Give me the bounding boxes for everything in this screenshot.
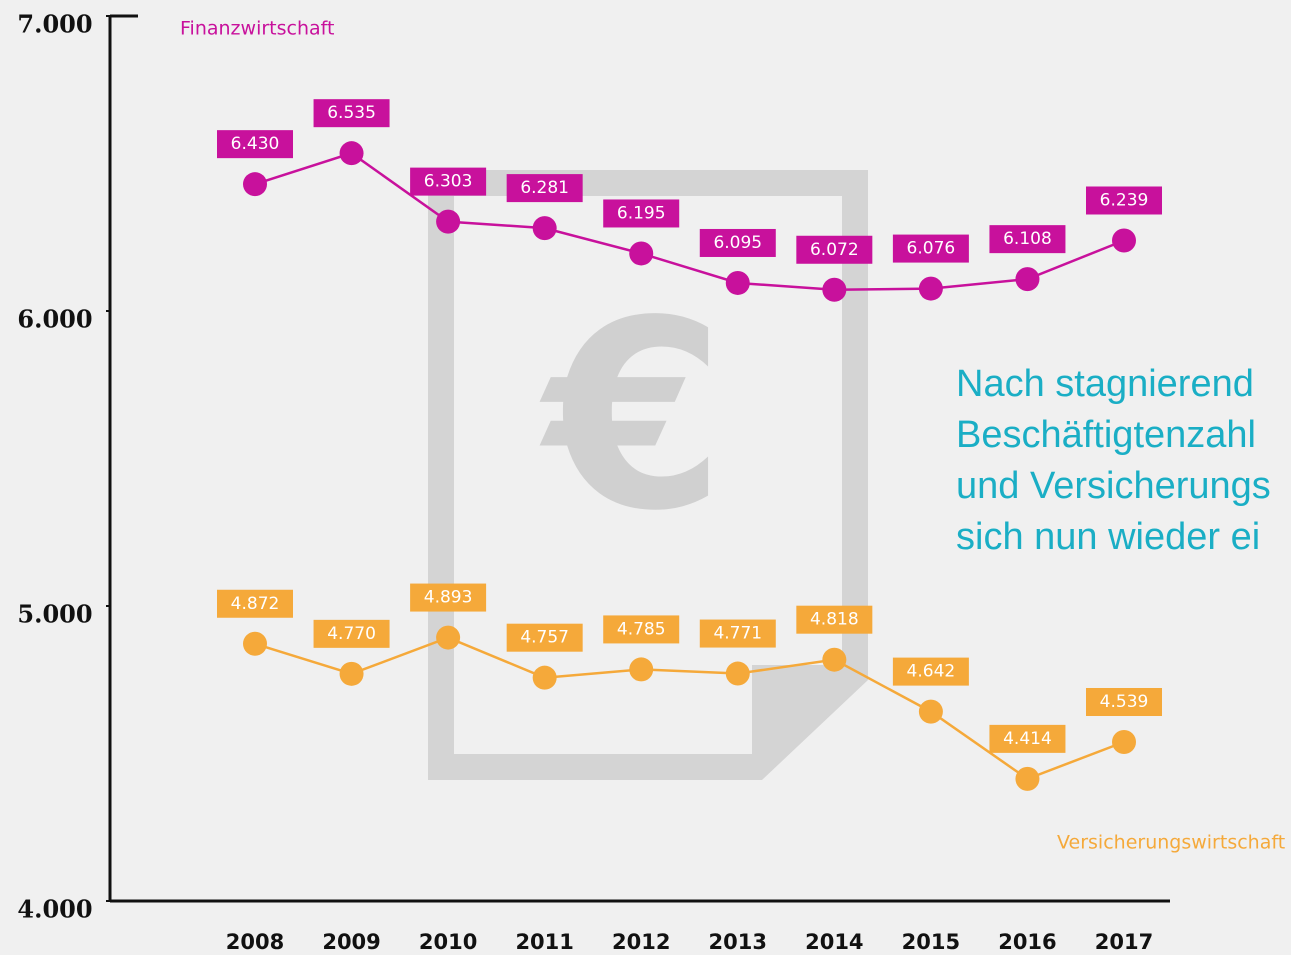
x-tick-label: 2016 <box>998 930 1056 954</box>
y-tick-label: 4.000 <box>17 895 92 924</box>
value-label-box <box>1086 186 1162 215</box>
series-line <box>254 636 1125 781</box>
data-point <box>629 657 654 682</box>
x-tick-label: 2013 <box>709 930 767 954</box>
value-label-box <box>989 724 1066 753</box>
value-label: 6.095 <box>713 233 762 253</box>
value-label-box <box>699 619 776 648</box>
value-label: 6.076 <box>907 239 956 259</box>
y-tick-label: 6.000 <box>17 305 92 334</box>
data-point <box>339 661 364 686</box>
value-label: 6.535 <box>327 103 376 123</box>
value-label-box <box>989 225 1066 254</box>
x-tick-label: 2009 <box>322 930 380 954</box>
value-label-box <box>1086 687 1162 716</box>
x-tick-label: 2011 <box>515 930 573 954</box>
data-point <box>1112 228 1136 253</box>
value-label-box <box>313 99 390 128</box>
value-label: 4.872 <box>231 594 280 614</box>
annotation: Beschäftigtenzahl <box>956 414 1256 456</box>
value-label-box <box>603 199 680 228</box>
value-label-box <box>313 619 390 648</box>
value-label: 6.281 <box>520 178 569 198</box>
value-label: 4.785 <box>617 619 666 639</box>
series-name: Versicherungswirtschaft <box>1057 832 1285 854</box>
data-point <box>532 216 557 241</box>
y-tick-label: 7.000 <box>17 10 92 39</box>
value-label: 4.770 <box>327 624 376 644</box>
value-label: 6.195 <box>617 203 666 223</box>
data-point <box>629 241 654 266</box>
value-label-box <box>796 235 873 264</box>
value-label-box <box>699 228 776 257</box>
x-tick-label: 2014 <box>805 930 863 954</box>
value-label: 4.771 <box>713 624 762 644</box>
value-label-box <box>603 615 680 644</box>
annotation: sich nun wieder ei <box>956 516 1260 558</box>
data-point <box>1015 267 1040 292</box>
data-point <box>822 647 847 672</box>
value-label: 4.757 <box>520 628 569 648</box>
data-point <box>725 270 750 295</box>
data-point <box>1112 729 1136 754</box>
x-tick-label: 2015 <box>902 930 960 954</box>
value-label: 6.108 <box>1003 229 1052 249</box>
value-label-box <box>892 657 969 686</box>
value-label-box <box>410 167 487 196</box>
data-point <box>243 172 267 197</box>
x-tick-label: 2008 <box>226 930 284 954</box>
data-point <box>822 277 847 302</box>
value-label: 6.303 <box>424 172 473 192</box>
value-label-box <box>217 589 293 618</box>
value-label: 4.414 <box>1003 729 1052 749</box>
value-label: 4.539 <box>1100 692 1149 712</box>
value-label: 4.818 <box>810 610 859 630</box>
data-point <box>918 276 943 301</box>
background-icon: € <box>428 170 868 780</box>
y-tick-label: 5.000 <box>17 600 92 629</box>
data-point <box>339 141 364 166</box>
data-point <box>532 665 557 690</box>
annotation: und Versicherungs <box>956 465 1271 507</box>
series-line <box>254 151 1125 292</box>
value-label-box <box>796 605 873 634</box>
series-name: Finanzwirtschaft <box>180 18 334 40</box>
value-label-box <box>410 583 487 612</box>
value-label-box <box>217 130 293 159</box>
svg-text:€: € <box>536 266 725 568</box>
data-point <box>1015 766 1040 791</box>
value-label-box <box>892 234 969 263</box>
x-tick-label: 2012 <box>612 930 670 954</box>
annotation: Nach stagnierend <box>956 363 1254 405</box>
value-label: 6.239 <box>1100 190 1149 210</box>
data-point <box>725 661 750 686</box>
x-tick-label: 2010 <box>419 930 477 954</box>
value-label: 4.893 <box>424 588 473 608</box>
value-label: 6.072 <box>810 240 859 260</box>
value-label-box <box>506 174 583 203</box>
value-label-box <box>506 623 583 652</box>
value-label: 4.642 <box>907 662 956 682</box>
data-point <box>436 625 461 650</box>
data-point <box>436 209 461 234</box>
x-tick-label: 2017 <box>1095 930 1153 954</box>
data-point <box>918 699 943 724</box>
value-label: 6.430 <box>231 134 280 154</box>
data-point <box>243 631 267 656</box>
